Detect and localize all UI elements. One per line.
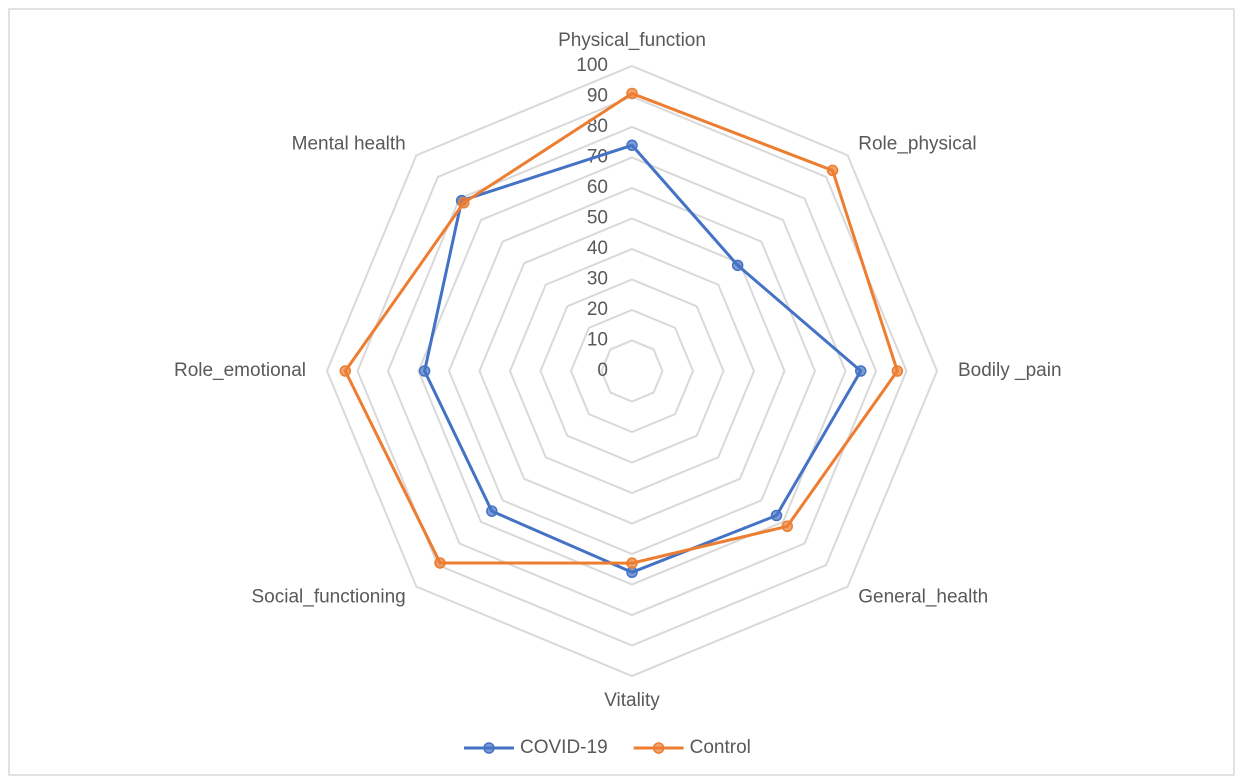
series-marker: [731, 259, 744, 272]
legend-marker: [483, 742, 495, 754]
grid-line: [386, 125, 878, 617]
category-label: Social_functioning: [252, 586, 406, 607]
y-tick-label: 60: [587, 177, 608, 198]
legend-label: Control: [690, 737, 751, 758]
category-label: Physical_function: [558, 30, 706, 51]
series-marker: [486, 505, 498, 517]
y-tick-label: 10: [587, 330, 608, 351]
series-marker: [339, 365, 352, 377]
series-marker: [855, 365, 867, 377]
y-tick-label: 40: [587, 238, 608, 259]
category-label: Role_physical: [858, 134, 976, 155]
series-marker: [434, 557, 446, 569]
grid-line: [447, 186, 817, 556]
y-tick-label: 80: [587, 116, 608, 137]
category-label: Vitality: [604, 690, 660, 711]
grid-line: [417, 156, 847, 586]
y-tick-label: 90: [587, 86, 608, 107]
y-tick-label: 0: [597, 360, 608, 381]
legend-label: COVID-19: [520, 737, 608, 758]
series-marker: [626, 557, 638, 569]
y-tick-label: 100: [576, 55, 608, 76]
series-marker: [826, 164, 839, 177]
series-marker: [458, 197, 470, 209]
category-label: General_health: [858, 586, 988, 607]
y-tick-label: 20: [587, 299, 608, 320]
grid-line: [356, 95, 908, 647]
series-marker: [781, 520, 794, 533]
legend-marker: [652, 742, 665, 754]
chart-border: [8, 8, 1235, 776]
series-marker: [626, 139, 638, 152]
category-label: Mental health: [292, 134, 406, 155]
y-tick-label: 30: [587, 269, 608, 290]
grid-line: [539, 278, 725, 464]
grid-line: [478, 217, 786, 525]
series-marker: [626, 87, 638, 100]
series-marker: [418, 365, 431, 377]
series-marker: [770, 509, 783, 522]
series-marker: [891, 365, 904, 377]
grid-line: [508, 247, 756, 495]
grid-line: [569, 308, 695, 434]
category-label: Bodily _pain: [958, 360, 1062, 381]
grid-line: [325, 64, 939, 678]
y-tick-label: 50: [587, 208, 608, 229]
grid-line: [600, 339, 664, 403]
category-label: Role_emotional: [174, 360, 306, 381]
